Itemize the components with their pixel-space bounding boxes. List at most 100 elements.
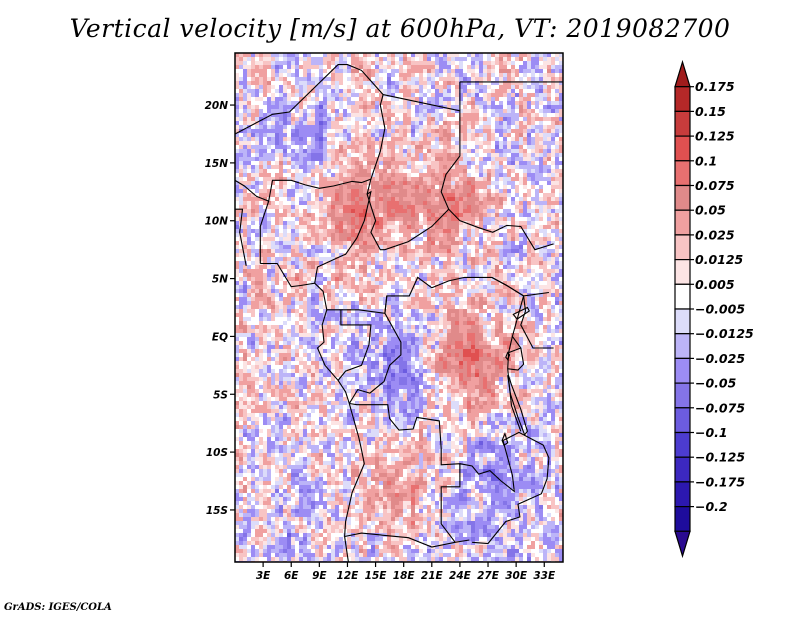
field-cell [427,293,431,297]
field-cell [243,61,247,65]
field-cell [387,113,391,117]
field-cell [507,89,511,93]
field-cell [363,245,367,249]
field-cell [491,133,495,137]
field-cell [495,241,499,245]
field-cell [403,205,407,209]
field-cell [391,137,395,141]
field-cell [367,145,371,149]
field-cell [415,173,419,177]
field-cell [431,153,435,157]
field-cell [367,273,371,277]
field-cell [251,253,255,257]
field-cell [295,177,299,181]
field-cell [559,285,563,289]
field-cell [335,289,339,293]
field-cell [503,293,507,297]
field-cell [503,57,507,61]
field-cell [447,229,451,233]
field-cell [271,229,275,233]
field-cell [423,261,427,265]
field-cell [395,161,399,165]
field-cell [379,265,383,269]
field-cell [419,277,423,281]
field-cell [339,293,343,297]
field-cell [451,121,455,125]
field-cell [263,105,267,109]
field-cell [299,113,303,117]
field-cell [279,157,283,161]
field-cell [391,97,395,101]
field-cell [399,197,403,201]
field-cell [419,177,423,181]
field-cell [399,269,403,273]
field-cell [459,273,463,277]
field-cell [519,229,523,233]
field-cell [291,73,295,77]
field-cell [515,209,519,213]
field-cell [419,185,423,189]
field-cell [287,121,291,125]
field-cell [515,141,519,145]
field-cell [439,285,443,289]
field-cell [247,85,251,89]
field-cell [467,109,471,113]
field-cell [367,221,371,225]
field-cell [423,221,427,225]
field-cell [315,257,319,261]
field-cell [291,81,295,85]
field-cell [363,53,367,57]
field-cell [479,233,483,237]
field-cell [507,201,511,205]
field-cell [399,177,403,181]
field-cell [543,225,547,229]
field-cell [263,121,267,125]
field-cell [511,105,515,109]
field-cell [299,293,303,297]
field-cell [371,153,375,157]
field-cell [399,257,403,261]
field-cell [427,73,431,77]
field-cell [355,233,359,237]
field-cell [479,217,483,221]
field-cell [323,121,327,125]
field-cell [295,73,299,77]
field-cell [511,69,515,73]
field-cell [395,169,399,173]
field-cell [263,277,267,281]
field-cell [395,69,399,73]
field-cell [263,165,267,169]
field-cell [311,269,315,273]
field-cell [323,57,327,61]
field-cell [355,61,359,65]
field-cell [435,53,439,57]
field-cell [235,261,239,265]
field-cell [551,61,555,65]
field-cell [515,93,519,97]
field-cell [487,201,491,205]
field-cell [287,233,291,237]
field-cell [267,281,271,285]
field-cell [255,253,259,257]
field-cell [447,253,451,257]
field-cell [335,281,339,285]
field-cell [535,205,539,209]
field-cell [267,181,271,185]
field-cell [271,193,275,197]
field-cell [327,81,331,85]
field-cell [251,89,255,93]
field-cell [295,261,299,265]
field-cell [343,69,347,73]
field-cell [507,261,511,265]
field-cell [467,185,471,189]
field-cell [303,273,307,277]
field-cell [419,229,423,233]
field-cell [455,181,459,185]
field-cell [375,121,379,125]
field-cell [447,249,451,253]
field-cell [447,77,451,81]
field-cell [479,113,483,117]
field-cell [239,65,243,69]
field-cell [487,53,491,57]
field-cell [399,85,403,89]
